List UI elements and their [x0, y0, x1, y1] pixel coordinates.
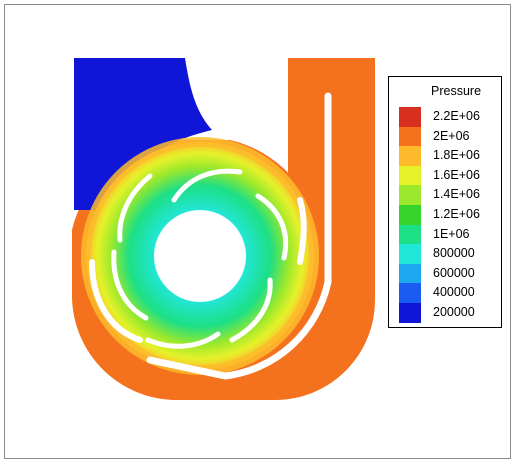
left-gap — [89, 259, 143, 343]
legend-label: 1.2E+06 — [433, 207, 480, 221]
legend-entry: 400000 — [399, 283, 499, 303]
legend-label: 1.6E+06 — [433, 167, 480, 182]
blade-4 — [145, 331, 221, 349]
legend-entry: 1.6E+06 — [399, 165, 499, 186]
legend-entry: 200000 — [399, 303, 499, 323]
legend-swatch — [399, 107, 421, 127]
legend-entry: 800000 — [399, 244, 499, 264]
suction-inlet — [74, 58, 212, 210]
legend-label: 600000 — [433, 265, 475, 280]
legend-entry: 1.2E+06 — [399, 205, 499, 225]
legend-swatch — [399, 263, 421, 284]
legend-swatch — [399, 205, 421, 225]
legend-swatch — [399, 146, 421, 166]
legend-swatch — [399, 244, 421, 264]
legend-entry: 2.2E+06 — [399, 107, 499, 127]
pressure-legend: Pressure 2.2E+06 2E+06 1.8E+06 1.6E+06 1.4E+… — [388, 76, 502, 328]
legend-entry: 1.8E+06 — [399, 146, 499, 166]
legend-label: 1.4E+06 — [433, 187, 480, 202]
legend-swatch — [399, 185, 421, 205]
legend-title: Pressure — [431, 84, 482, 98]
legend-swatch — [399, 224, 421, 245]
legend-label: 2.2E+06 — [433, 109, 480, 123]
legend-swatch — [399, 126, 421, 147]
blade-1 — [171, 168, 243, 203]
legend-label: 1.8E+06 — [433, 148, 480, 163]
tongue-gap — [297, 197, 307, 265]
legend-entry: 1.4E+06 — [399, 185, 499, 205]
blade-5 — [111, 249, 149, 321]
legend-label: 400000 — [433, 285, 475, 300]
legend-swatch — [399, 165, 421, 186]
legend-label: 1E+06 — [433, 226, 470, 241]
blade-3 — [229, 277, 273, 343]
legend-swatch — [399, 303, 421, 323]
impeller-blades — [111, 168, 289, 349]
legend-entry: 2E+06 — [399, 126, 499, 147]
legend-label: 2E+06 — [433, 128, 470, 143]
legend-label: 800000 — [433, 246, 475, 261]
hub-center — [154, 210, 246, 302]
blade-6 — [117, 173, 153, 243]
legend-label: 200000 — [433, 305, 475, 319]
legend-entry: 1E+06 — [399, 224, 499, 245]
legend-entry: 600000 — [399, 263, 499, 284]
blade-2 — [255, 193, 289, 261]
legend-swatch — [399, 283, 421, 303]
volute-gap — [146, 92, 332, 380]
